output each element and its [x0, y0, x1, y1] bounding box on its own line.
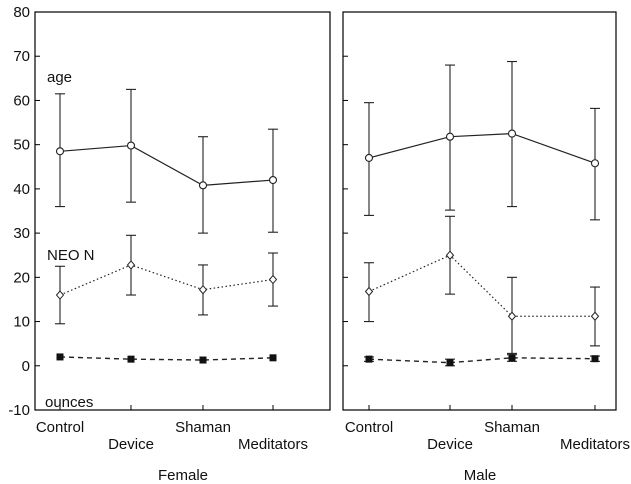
male-neo-n-point [364, 286, 374, 297]
female-ounces-point [269, 354, 277, 362]
y-tick-label: 80 [13, 4, 30, 21]
male-category-label: Control [345, 419, 393, 436]
y-tick-label: 70 [13, 48, 30, 65]
female-age-point [198, 181, 208, 190]
male-ounces-series-line [368, 357, 596, 364]
male-plot-frame [342, 11, 617, 411]
male-ounces-point [591, 355, 599, 363]
male-ounces-point [446, 359, 454, 367]
female-neo-n-point [198, 284, 208, 295]
female-category-label: Control [36, 419, 84, 436]
neo-n-series-label: NEO N [47, 247, 95, 264]
male-neo-n-series-line [368, 254, 595, 317]
female-ounces-point [199, 356, 207, 364]
female-category-label: Device [108, 436, 154, 453]
female-age-point [268, 175, 278, 185]
y-tick-label: 50 [13, 137, 30, 154]
male-age-series-line [368, 133, 596, 164]
female-panel-title: Female [158, 467, 208, 484]
female-ounces-point [127, 355, 135, 363]
male-age-point [590, 159, 600, 168]
female-age-point [55, 147, 65, 156]
female-age-series-line [59, 144, 274, 186]
female-neo-n-series-line [59, 264, 274, 296]
male-age-point [445, 132, 455, 141]
female-ounces-series-line [59, 356, 274, 361]
male-age-point [364, 153, 374, 162]
female-age-point [126, 141, 136, 150]
y-tick-label: 0 [22, 358, 30, 375]
y-tick-label: 10 [13, 314, 30, 331]
age-series-label: age [47, 69, 72, 86]
male-category-label: Device [427, 436, 473, 453]
male-age-point [507, 129, 517, 138]
female-neo-n-point [268, 274, 278, 285]
male-neo-n-point [507, 311, 517, 322]
female-plot-frame [34, 11, 331, 411]
female-category-label: Shaman [175, 419, 231, 436]
y-tick-label: 60 [13, 92, 30, 109]
ounces-series-label: ounces [45, 394, 93, 411]
y-tick-label: -10 [8, 402, 30, 419]
y-tick-label: 20 [13, 269, 30, 286]
male-neo-n-point [445, 250, 455, 260]
male-category-label: Meditators [560, 436, 630, 453]
male-ounces-point [365, 355, 373, 363]
y-tick-label: 30 [13, 225, 30, 242]
y-tick-label: 40 [13, 181, 30, 198]
male-panel-title: Male [464, 467, 497, 484]
female-ounces-point [56, 353, 64, 361]
male-neo-n-point [590, 311, 600, 322]
male-category-label: Shaman [484, 419, 540, 436]
female-neo-n-point [126, 260, 136, 270]
male-ounces-point [508, 354, 516, 362]
female-category-label: Meditators [238, 436, 308, 453]
female-neo-n-point [55, 290, 65, 300]
